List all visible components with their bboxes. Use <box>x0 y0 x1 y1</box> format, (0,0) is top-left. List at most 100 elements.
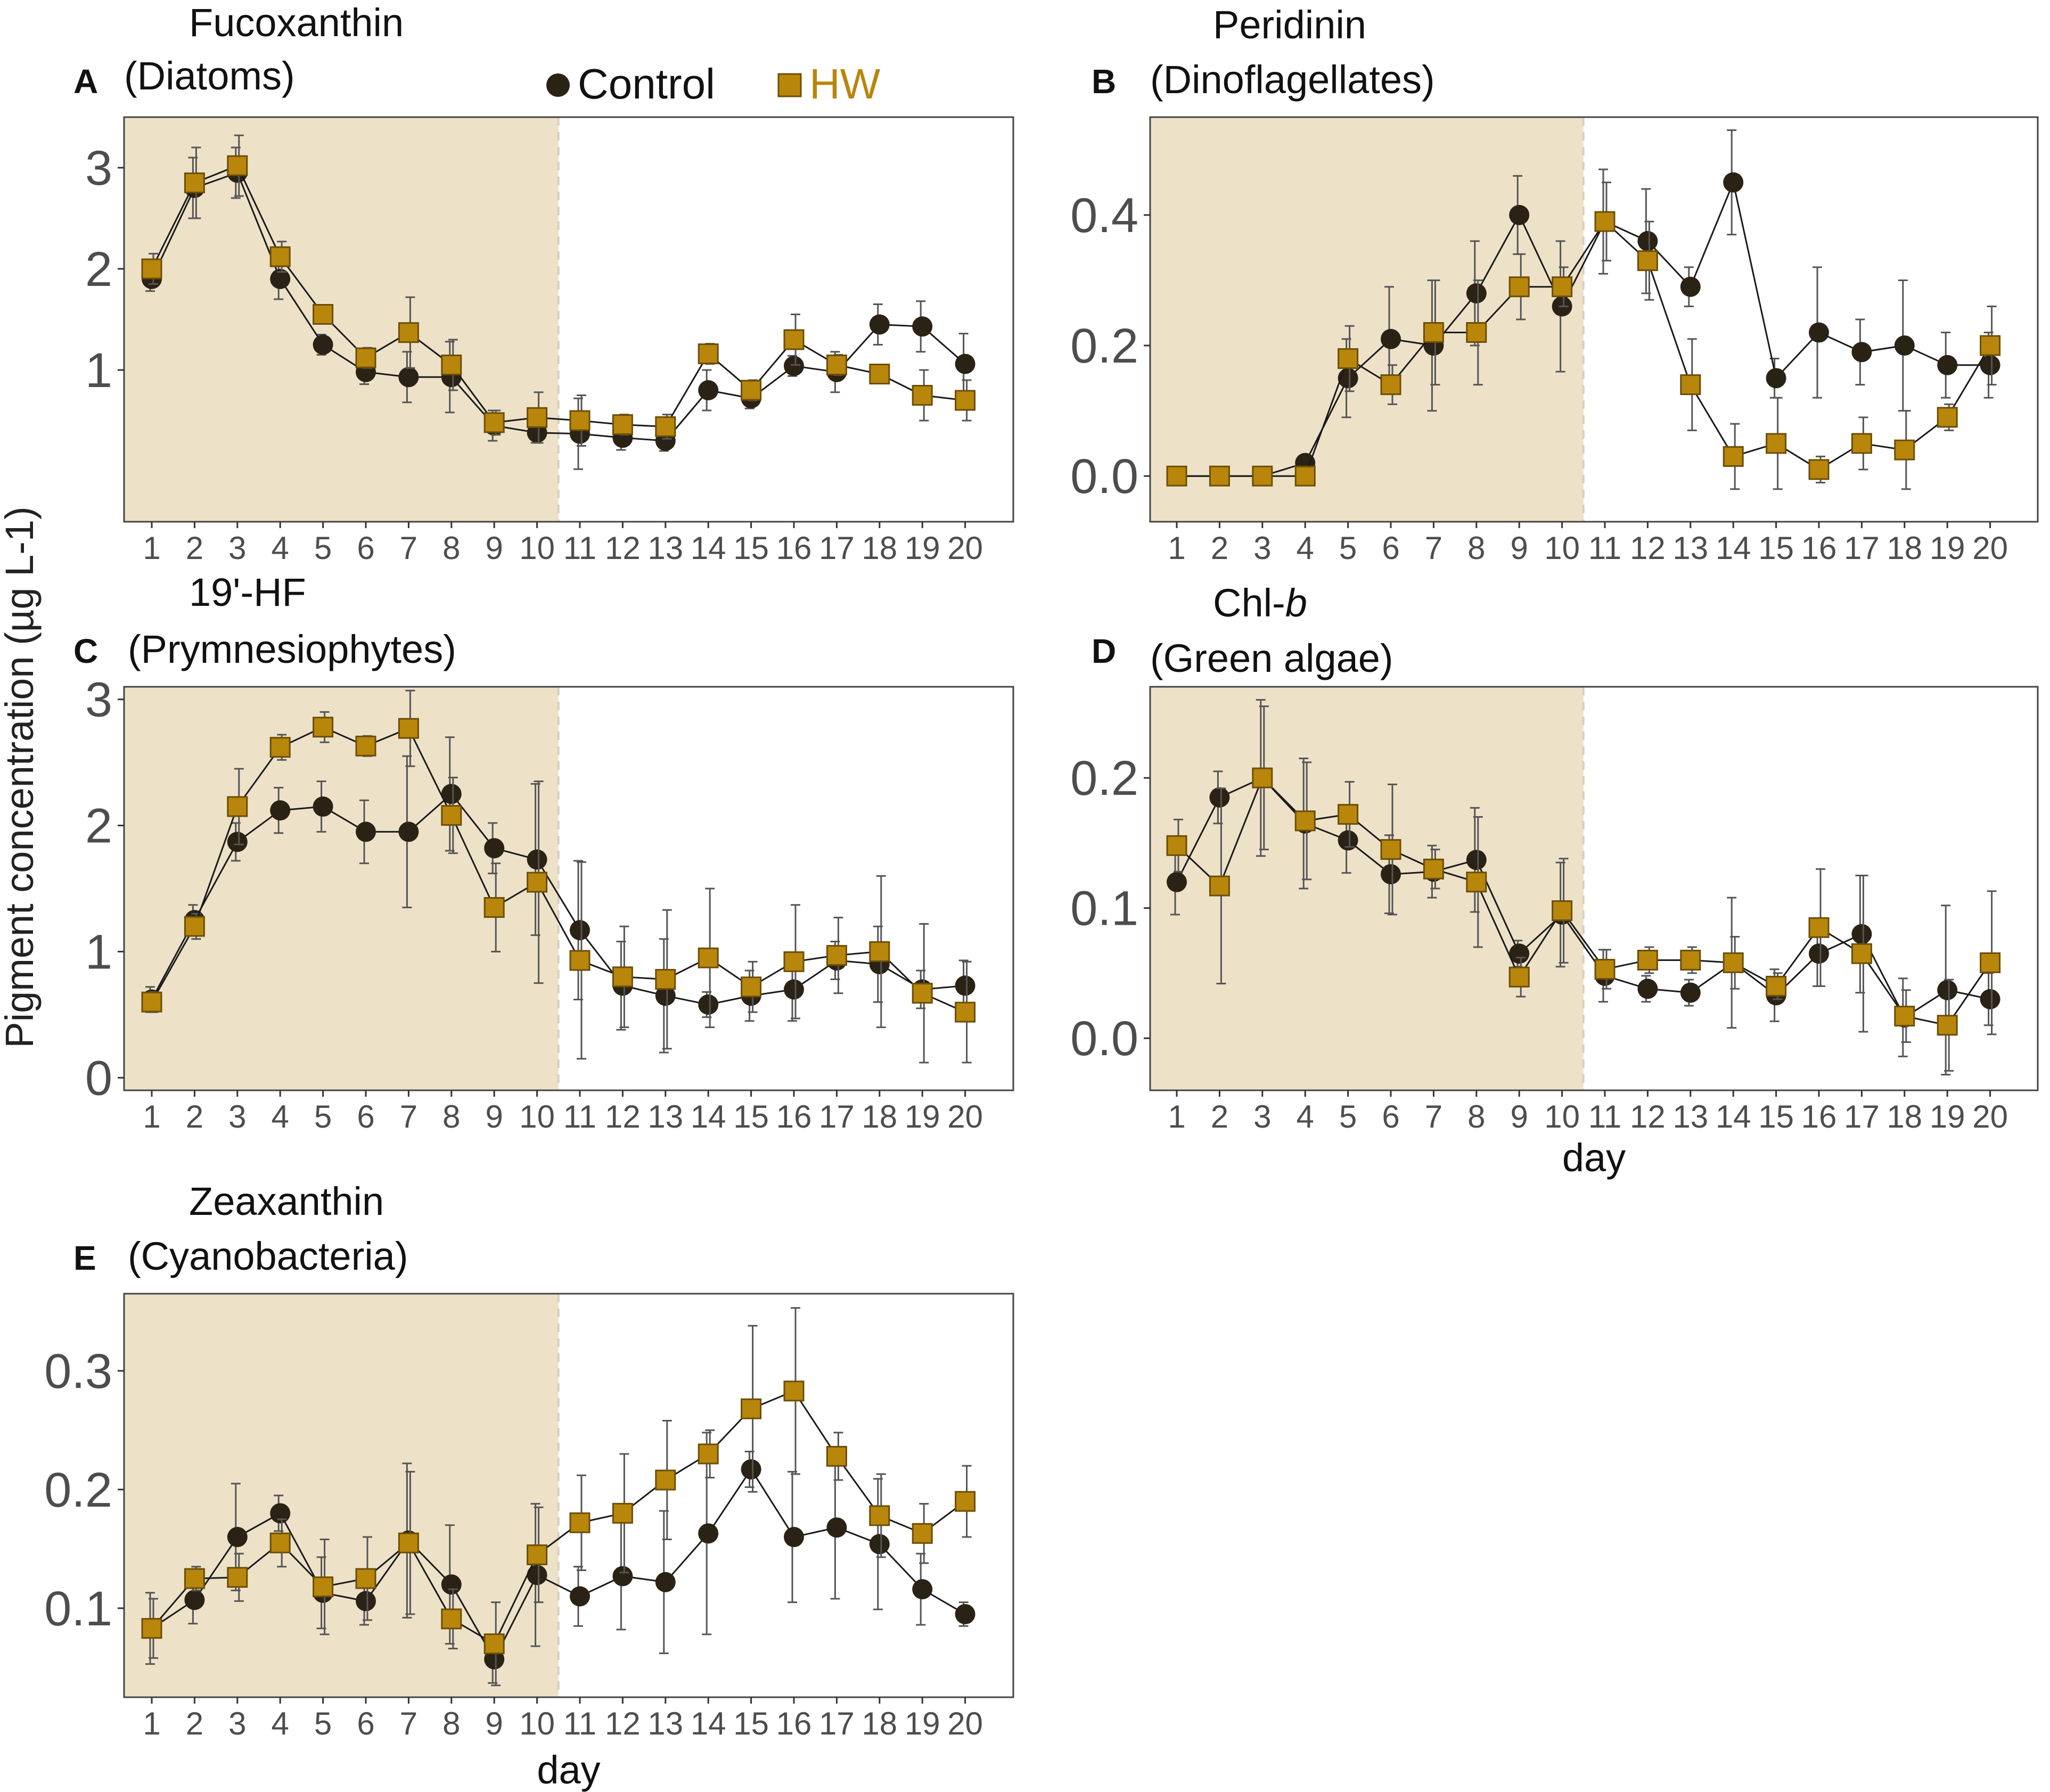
panel-letter: B <box>1092 62 1116 101</box>
plot-frame <box>1149 686 2039 1091</box>
hw-point <box>1166 835 1187 856</box>
x-tick-label: 12 <box>1630 1099 1666 1135</box>
x-tick-label: 15 <box>733 1099 769 1135</box>
control-point <box>612 1566 633 1587</box>
x-tick-label: 19 <box>905 1706 940 1741</box>
hw-point <box>269 1532 291 1553</box>
x-tick-label: 3 <box>1253 530 1271 566</box>
x-tick-label: 5 <box>314 530 332 566</box>
x-tick-label: 16 <box>1801 530 1837 566</box>
x-tick-label: 13 <box>1672 530 1708 566</box>
x-tick-label: 3 <box>228 1706 246 1741</box>
hw-point <box>1894 439 1915 461</box>
hw-point <box>141 258 162 280</box>
x-tick-label: 6 <box>1382 530 1399 566</box>
hw-point <box>698 1443 719 1465</box>
hw-point <box>527 1544 548 1565</box>
control-point <box>912 316 933 337</box>
legend: Control HW <box>546 60 881 108</box>
y-tick-label: 3 <box>85 673 112 727</box>
x-tick-label: 11 <box>1588 1099 1621 1135</box>
control-point <box>784 356 804 376</box>
x-tick-label: 11 <box>563 530 596 566</box>
series-hw <box>141 689 976 1064</box>
legend-hw-label: HW <box>809 60 881 108</box>
x-tick-label: 20 <box>947 1706 983 1741</box>
control-point <box>826 1517 847 1538</box>
x-tick-label: 12 <box>605 530 641 566</box>
control-point <box>741 1459 761 1479</box>
x-tick-label: 9 <box>486 1099 503 1135</box>
hw-point <box>655 416 676 437</box>
series-hw <box>1166 182 2001 490</box>
control-point <box>955 1604 975 1624</box>
x-tick-label: 3 <box>1253 1099 1271 1135</box>
hw-point <box>1980 335 2001 356</box>
heatwave-shaded-region <box>124 687 559 1090</box>
y-tick-label: 0.4 <box>1070 188 1138 243</box>
hw-point <box>1637 250 1658 272</box>
x-tick-label: 19 <box>905 530 940 566</box>
hw-point <box>1723 446 1744 467</box>
x-tick-label: 9 <box>1511 1099 1528 1135</box>
control-point <box>441 1574 462 1595</box>
control-point <box>1809 322 1829 343</box>
hw-point <box>1894 1006 1915 1027</box>
x-tick-label: 17 <box>819 1706 855 1741</box>
hw-point <box>698 947 719 968</box>
x-tick-label: 4 <box>272 1099 289 1135</box>
control-point <box>441 784 462 804</box>
x-tick-label: 1 <box>1168 530 1185 566</box>
x-tick-label: 19 <box>1930 530 1965 566</box>
hw-point <box>398 1532 419 1553</box>
x-tick-label: 6 <box>1382 1099 1399 1135</box>
y-tick-label: 0 <box>85 1051 112 1105</box>
x-tick-label: 20 <box>1972 530 2008 566</box>
control-point <box>1980 989 2000 1009</box>
hw-point <box>1980 952 2001 973</box>
x-tick-label: 13 <box>647 1706 683 1741</box>
x-tick-label: 4 <box>1297 1099 1314 1135</box>
series-hw <box>141 1307 976 1687</box>
hw-point <box>826 945 847 966</box>
control-point <box>270 1503 291 1524</box>
x-tick-label: 14 <box>691 1099 726 1135</box>
control-point <box>1381 328 1401 349</box>
legend-control-marker <box>546 73 570 97</box>
x-tick-label: 3 <box>228 530 246 566</box>
control-point <box>1509 943 1530 964</box>
hw-point <box>955 1491 976 1512</box>
hw-point <box>1423 858 1444 879</box>
control-point <box>398 367 419 388</box>
control-point <box>955 975 975 996</box>
control-point <box>484 838 505 859</box>
hw-point <box>912 983 933 1004</box>
x-tick-label: 16 <box>776 1706 812 1741</box>
x-tick-label: 8 <box>442 530 460 566</box>
hw-point <box>227 1567 248 1588</box>
control-point <box>313 334 333 355</box>
hw-point <box>355 1568 376 1589</box>
control-point <box>1980 355 2000 375</box>
panel-title-text: Peridinin <box>1213 3 1366 47</box>
hw-point <box>826 355 847 375</box>
control-point <box>1338 830 1358 851</box>
y-tick-label: 2 <box>85 242 112 297</box>
y-tick-label: 2 <box>85 799 112 853</box>
control-point <box>270 269 291 289</box>
legend-control-label: Control <box>578 60 715 108</box>
control-point <box>784 1527 804 1548</box>
control-point <box>270 800 291 821</box>
y-tick-label: 3 <box>85 141 112 195</box>
x-tick-label: 6 <box>357 1706 374 1741</box>
hw-point <box>955 1001 976 1023</box>
hw-point <box>269 737 291 758</box>
series-hw <box>1166 705 2001 1072</box>
control-point <box>869 1534 890 1555</box>
hw-point <box>1423 322 1444 343</box>
control-point <box>655 985 676 1006</box>
x-tick-label: 19 <box>905 1099 940 1135</box>
x-tick-label: 9 <box>1511 530 1528 566</box>
hw-point <box>1766 433 1787 454</box>
hw-point <box>141 1618 162 1639</box>
